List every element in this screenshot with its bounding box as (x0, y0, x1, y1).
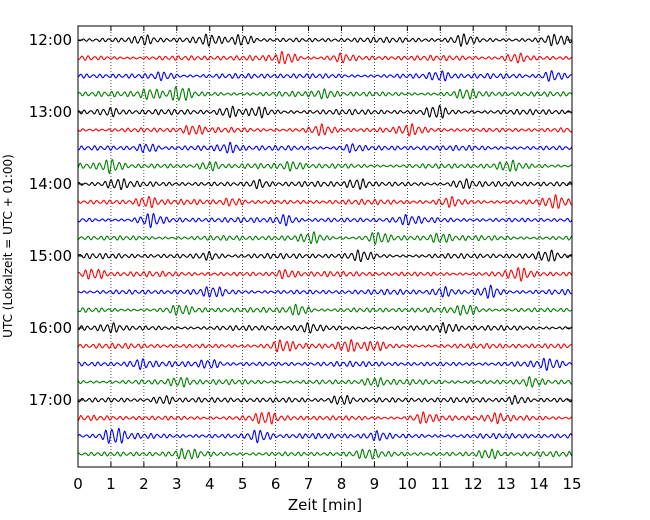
trace-line (77, 411, 573, 425)
x-tick-label: 6 (271, 475, 281, 493)
trace-line (77, 376, 573, 388)
trace-line (77, 339, 573, 353)
x-tick-label: 9 (370, 475, 380, 493)
x-axis-label: Zeit [min] (288, 496, 362, 514)
trace-line (77, 123, 573, 137)
x-tick-label: 5 (238, 475, 248, 493)
trace-line (77, 357, 573, 371)
y-tick-label: 14:00 (29, 175, 72, 193)
x-tick-label: 12 (464, 475, 483, 493)
y-tick-label: 13:00 (29, 103, 72, 121)
seismic-traces (77, 33, 573, 460)
x-tick-label: 15 (562, 475, 581, 493)
y-tick-label: 15:00 (29, 247, 72, 265)
x-tick-label: 8 (337, 475, 347, 493)
x-tick-label: 13 (497, 475, 516, 493)
trace-line (77, 159, 573, 174)
x-tick-label: 2 (139, 475, 149, 493)
y-tick-label: 16:00 (29, 319, 72, 337)
x-tick-label: 11 (431, 475, 450, 493)
trace-line (77, 86, 573, 101)
trace-line (77, 394, 573, 405)
trace-line (77, 231, 573, 245)
y-axis-label: UTC (Lokalzeit = UTC + 01:00) (1, 154, 15, 338)
x-tick-label: 3 (172, 475, 182, 493)
y-tick-label: 17:00 (29, 391, 72, 409)
x-tick-label: 10 (398, 475, 417, 493)
trace-line (77, 70, 573, 82)
y-axis-ticks: 12:00 13:00 14:00 15:00 16:00 17:00 (29, 31, 572, 409)
trace-line (77, 448, 573, 460)
trace-line (77, 267, 573, 282)
trace-line (77, 427, 573, 444)
x-axis-ticks: 0 1 2 3 4 5 6 7 8 9 10 11 12 13 14 15 (73, 26, 582, 493)
trace-line (77, 249, 573, 263)
x-tick-label: 7 (304, 475, 314, 493)
trace-line (77, 303, 573, 316)
y-tick-label: 12:00 (29, 31, 72, 49)
trace-line (77, 194, 573, 209)
x-tick-label: 1 (106, 475, 116, 493)
trace-line (77, 284, 573, 299)
trace-line (77, 178, 573, 191)
plot-frame (77, 25, 573, 468)
trace-line (77, 213, 573, 229)
trace-line (77, 104, 573, 119)
x-tick-label: 0 (73, 475, 83, 493)
trace-line (77, 322, 573, 334)
trace-line (77, 141, 573, 154)
x-tick-label: 4 (205, 475, 215, 493)
x-tick-label: 14 (530, 475, 549, 493)
trace-line (77, 51, 573, 65)
trace-line (77, 33, 573, 47)
